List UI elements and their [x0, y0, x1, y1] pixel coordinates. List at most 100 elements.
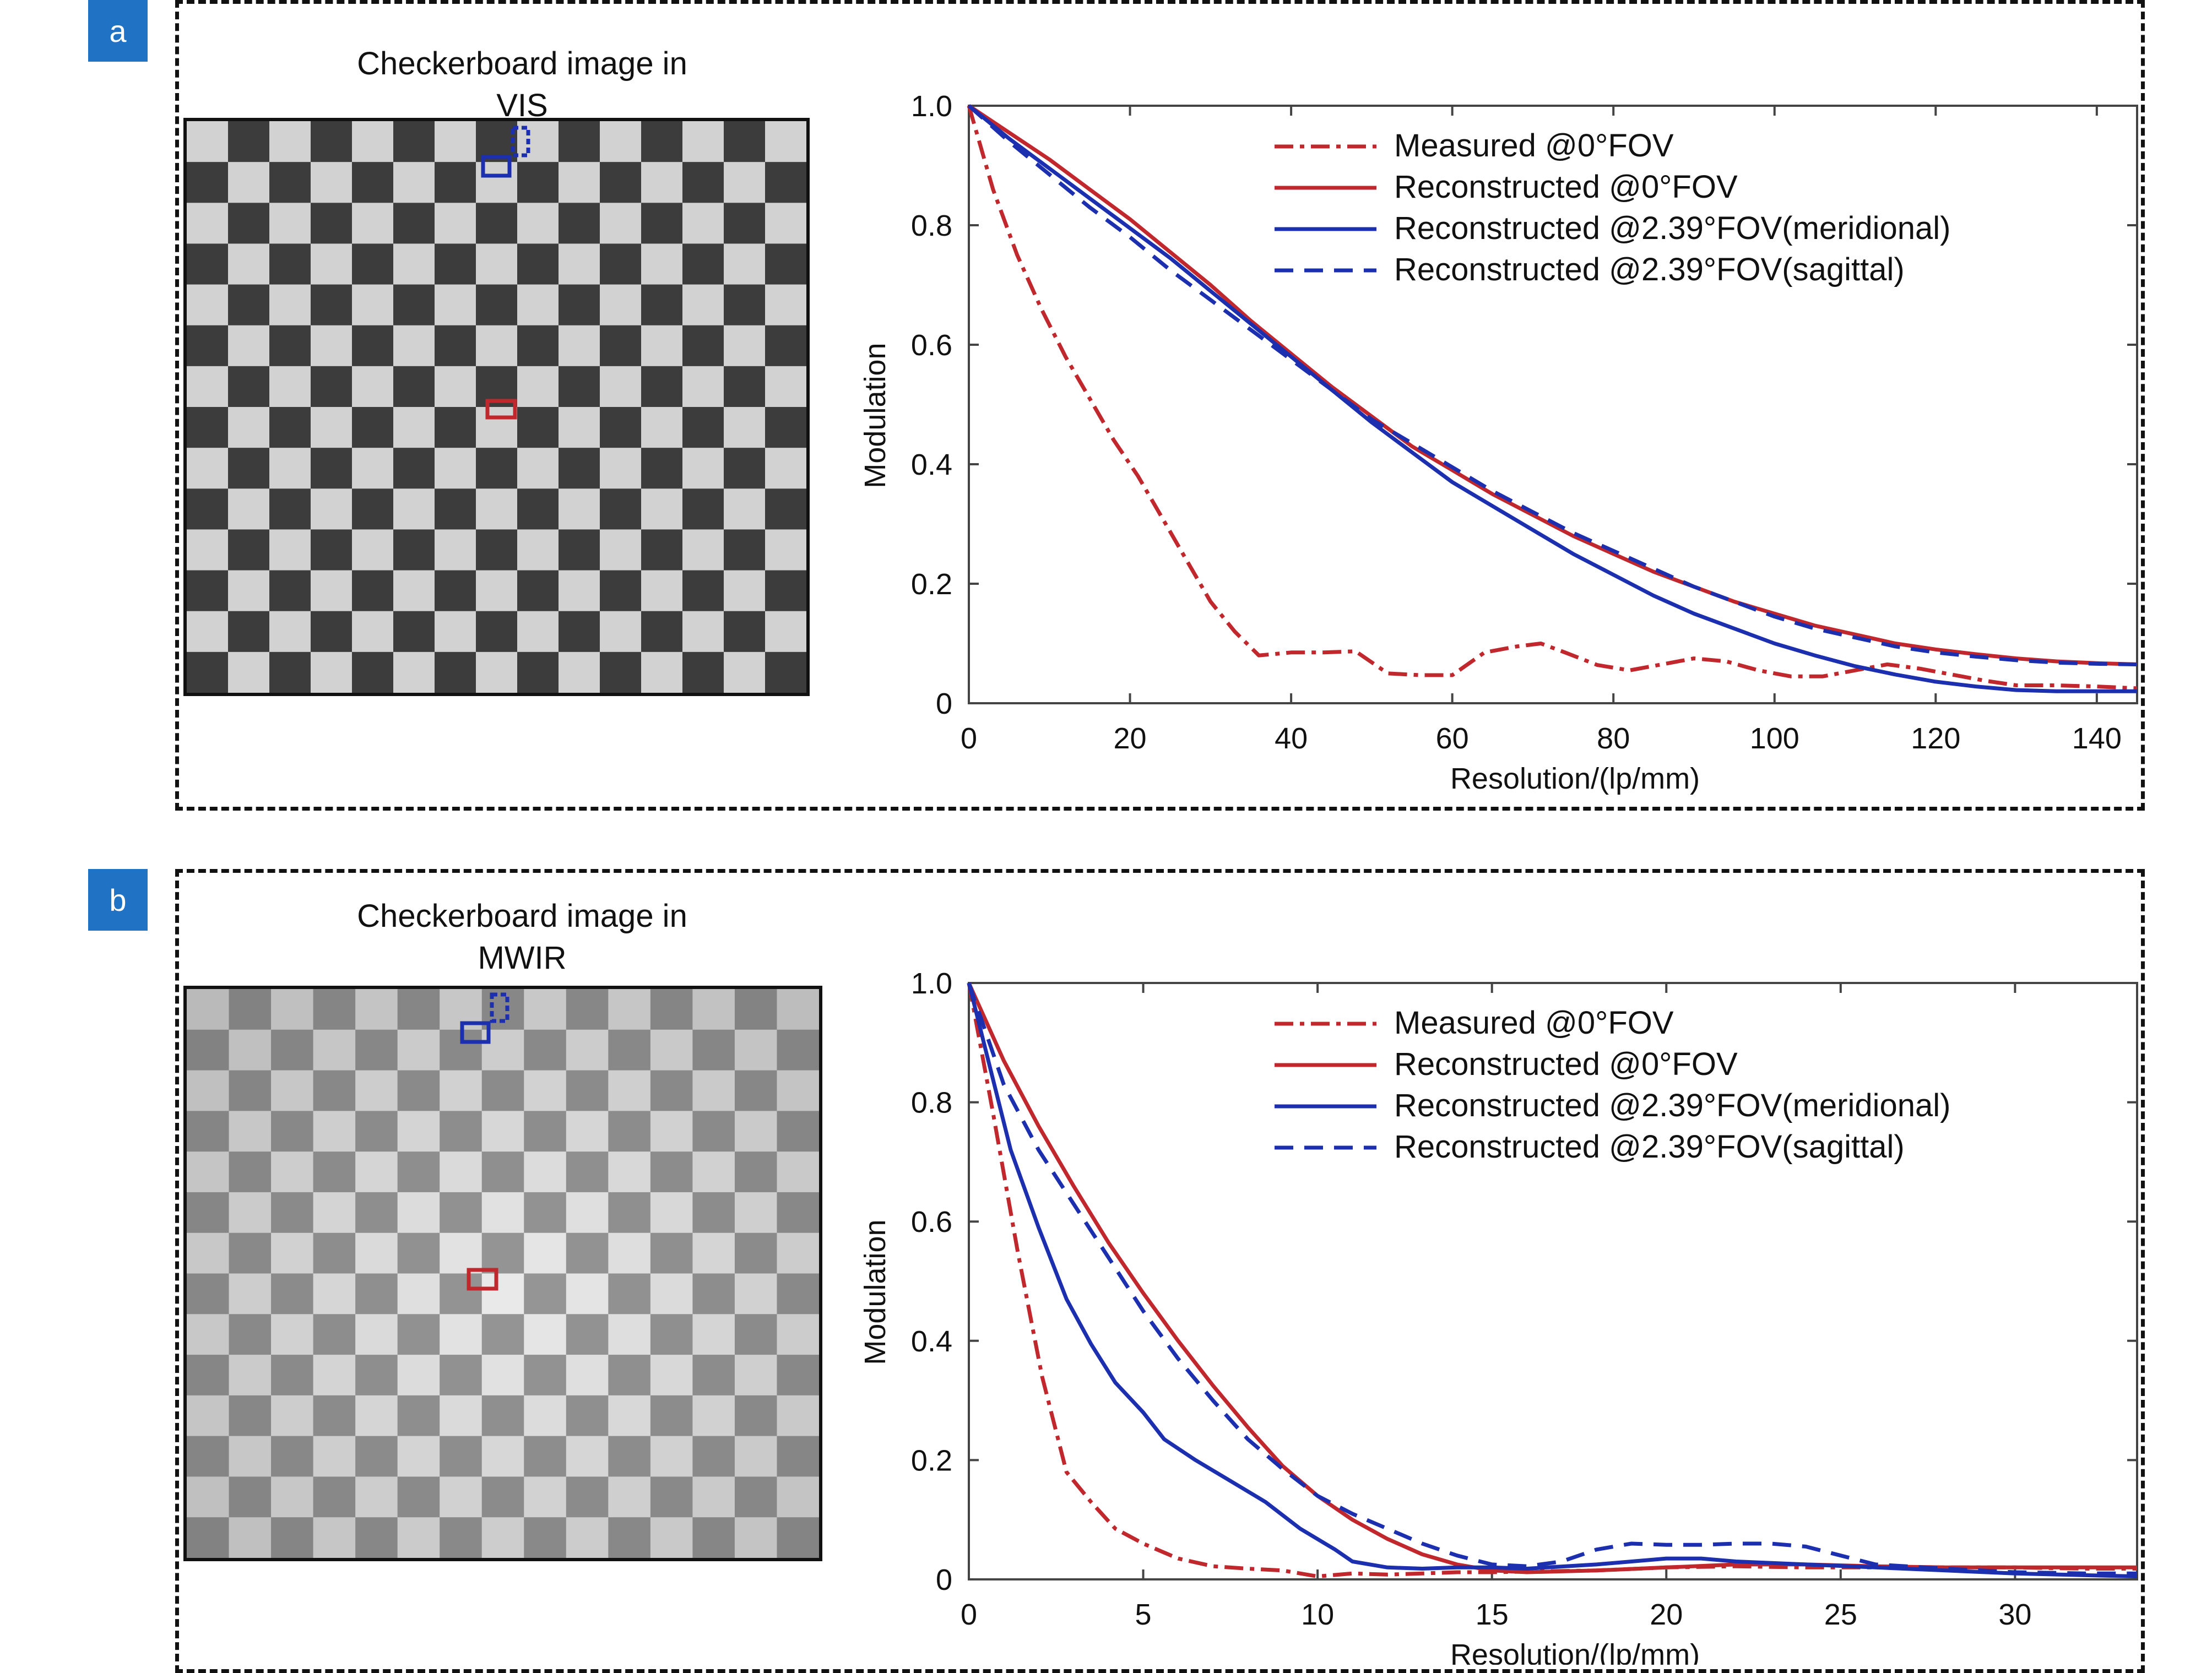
checker-cell [692, 1395, 735, 1437]
checker-cell [311, 611, 353, 653]
checker-cell [187, 1273, 230, 1314]
y-tick-label: 0.4 [911, 1325, 952, 1358]
series-line-2 [967, 104, 2137, 693]
checker-cell [476, 284, 518, 326]
checker-cell [765, 529, 806, 571]
checker-cell [481, 1070, 524, 1111]
checker-cell [311, 325, 353, 367]
checker-cell [524, 1273, 567, 1314]
checker-cell [724, 488, 766, 530]
checker-cell [692, 1355, 735, 1396]
checker-cell [559, 651, 600, 693]
checker-cell [313, 1232, 356, 1274]
checker-cell [435, 651, 476, 693]
checker-cell [559, 203, 600, 244]
checker-cell [435, 448, 476, 489]
checker-cell [187, 1314, 230, 1355]
roi-box-meridional [481, 155, 512, 178]
checker-cell [481, 1476, 524, 1518]
checker-cell [393, 243, 435, 285]
x-tick-label: 25 [1824, 1598, 1857, 1631]
checker-cell [524, 1395, 567, 1437]
checker-cell [397, 1029, 440, 1071]
checker-cell [440, 1192, 482, 1234]
checker-cell [692, 1111, 735, 1152]
checker-cell [229, 1111, 272, 1152]
checker-cell [187, 1476, 230, 1518]
checker-cell [187, 243, 229, 285]
checker-cell [397, 1314, 440, 1355]
checker-cell [393, 162, 435, 203]
checker-cell [476, 611, 518, 653]
x-tick-label: 5 [1135, 1598, 1152, 1631]
checker-cell [765, 651, 806, 693]
checker-cell [777, 989, 819, 1030]
checker-cell [608, 1273, 651, 1314]
checker-cell [650, 1070, 693, 1111]
checker-cell [435, 488, 476, 530]
checker-cell [481, 1151, 524, 1193]
checker-cell [682, 448, 724, 489]
checker-cell [566, 1192, 609, 1234]
checker-cell [313, 1314, 356, 1355]
checker-cell [559, 121, 600, 162]
checker-cell [271, 1232, 314, 1274]
checker-cell [393, 325, 435, 367]
checker-cell [566, 1314, 609, 1355]
checker-cell [559, 407, 600, 448]
panel-b-image-title-line1: Checkerboard image in [357, 898, 687, 934]
legend-entry-2: Reconstructed @2.39°FOV(meridional) [1394, 210, 1950, 246]
checker-cell [559, 611, 600, 653]
checker-cell [650, 1029, 693, 1071]
checker-cell [682, 651, 724, 693]
checker-cell [608, 1395, 651, 1437]
checker-cell [734, 1395, 777, 1437]
checker-cell [524, 1151, 567, 1193]
checker-cell [650, 1436, 693, 1477]
checker-cell [271, 1436, 314, 1477]
panel-a-image-title: Checkerboard image in VIS [296, 43, 748, 127]
checker-cell [355, 1314, 398, 1355]
checker-cell [724, 243, 766, 285]
checker-cell [311, 366, 353, 408]
x-tick-label: 140 [2072, 722, 2122, 755]
checker-cell [524, 1476, 567, 1518]
checker-cell [187, 1436, 230, 1477]
checker-cell [517, 570, 559, 612]
checker-cell [476, 448, 518, 489]
checker-cell [650, 1273, 693, 1314]
checker-cell [313, 1355, 356, 1396]
checker-cell [692, 1192, 735, 1234]
checker-cell [682, 366, 724, 408]
x-tick-label: 20 [1650, 1598, 1683, 1631]
checker-cell [524, 1436, 567, 1477]
checker-cell [352, 570, 394, 612]
checker-cell [313, 989, 356, 1030]
roi-box-sagittal [490, 992, 509, 1023]
checker-cell [566, 1476, 609, 1518]
checker-cell [228, 121, 270, 162]
series-line-0 [967, 105, 2138, 691]
checker-cell [641, 611, 683, 653]
checker-cell [682, 243, 724, 285]
checker-cell [187, 325, 229, 367]
checker-cell [559, 448, 600, 489]
checker-cell [228, 529, 270, 571]
checker-cell [311, 121, 353, 162]
x-tick-label: 80 [1597, 722, 1630, 755]
roi-box-sagittal [511, 126, 530, 157]
checker-cell [724, 611, 766, 653]
checker-cell [352, 203, 394, 244]
checker-cell [724, 284, 766, 326]
checker-cell [734, 1517, 777, 1558]
panel-a-label: a [88, 0, 148, 62]
checker-cell [228, 284, 270, 326]
checker-cell [269, 488, 311, 530]
checker-cell [734, 1476, 777, 1518]
checker-cell [566, 1232, 609, 1274]
checker-cell [734, 989, 777, 1030]
checker-cell [476, 243, 518, 285]
checker-cell [481, 1314, 524, 1355]
checker-cell [397, 1355, 440, 1396]
checker-cell [692, 1151, 735, 1193]
